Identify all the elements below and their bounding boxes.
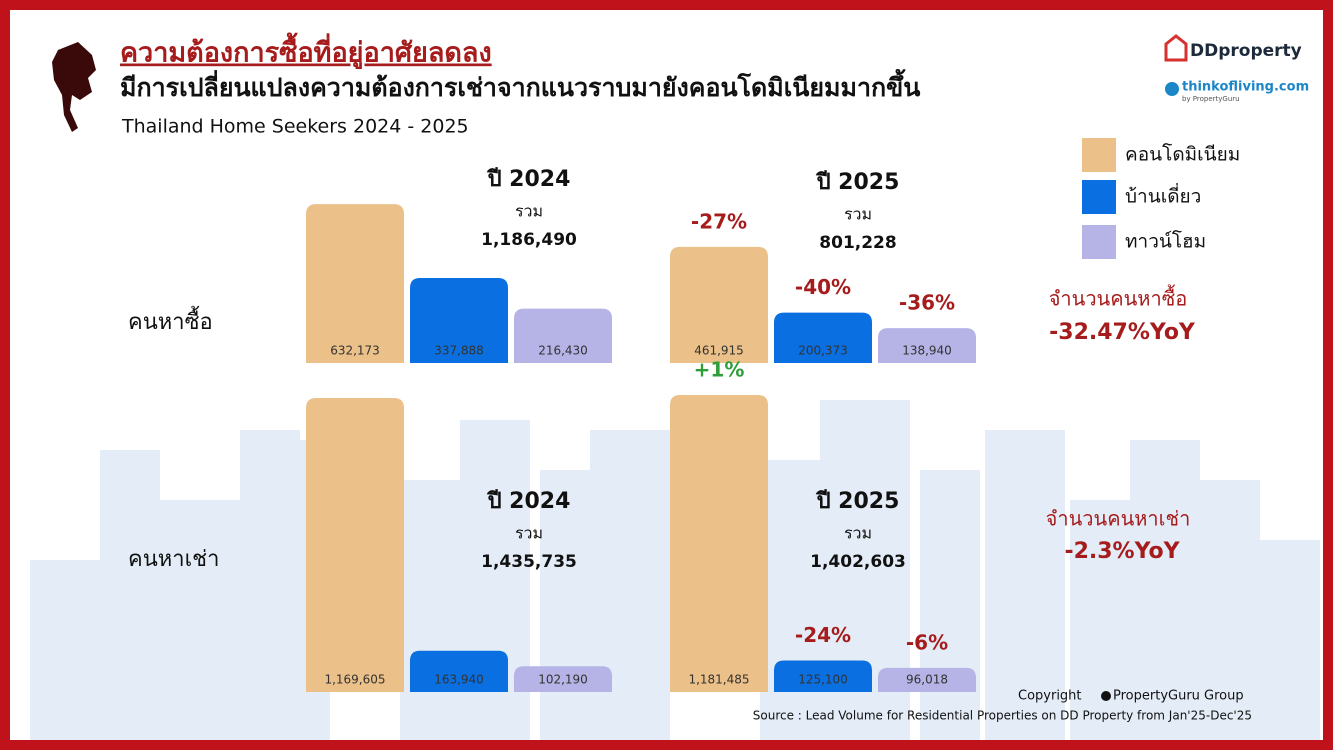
source: Source : Lead Volume for Residential Pro… — [753, 709, 1252, 723]
total-caption: รวม — [844, 524, 872, 543]
row-label: คนหาซื้อ — [128, 306, 213, 335]
bar — [670, 395, 768, 692]
yoy-value: -32.47%YoY — [1049, 320, 1196, 345]
change-label: -6% — [906, 630, 948, 654]
partner-icon — [1165, 82, 1179, 96]
value-label: 163,940 — [434, 673, 484, 687]
yoy-caption: จำนวนคนหาซื้อ — [1049, 285, 1188, 311]
change-label: -40% — [795, 275, 851, 299]
total-value: 1,402,603 — [810, 552, 906, 572]
change-label: -36% — [899, 291, 955, 315]
value-label: 1,169,605 — [324, 673, 385, 687]
change-label: +1% — [694, 358, 745, 382]
change-label: -27% — [691, 209, 747, 233]
legend-swatch — [1082, 225, 1116, 259]
value-label: 138,940 — [902, 344, 952, 358]
bar — [306, 397, 404, 692]
legend-label: บ้านเดี่ยว — [1125, 183, 1201, 208]
value-label: 125,100 — [798, 673, 848, 687]
value-label: 102,190 — [538, 673, 588, 687]
value-label: 96,018 — [906, 673, 948, 687]
total-value: 1,435,735 — [481, 552, 577, 572]
value-label: 461,915 — [694, 344, 744, 358]
legend-label: ทาวน์โฮม — [1125, 230, 1206, 253]
legend-label: คอนโดมิเนียม — [1125, 143, 1240, 166]
change-label: -24% — [795, 623, 851, 647]
bar — [514, 308, 612, 363]
brand-logo: DDproperty — [1190, 41, 1302, 61]
group-title: ปี 2024 — [486, 167, 570, 192]
total-caption: รวม — [844, 205, 872, 224]
total-value: 801,228 — [819, 233, 896, 253]
bar — [774, 660, 872, 692]
bar — [410, 278, 508, 363]
copyright: Copyright — [1018, 689, 1082, 704]
partner-sub: by PropertyGuru — [1182, 95, 1240, 103]
bar — [306, 204, 404, 363]
bar — [514, 666, 612, 692]
owner-icon — [1101, 691, 1111, 701]
yoy-value: -2.3%YoY — [1064, 539, 1180, 564]
value-label: 200,373 — [798, 344, 848, 358]
value-label: 632,173 — [330, 344, 380, 358]
total-caption: รวม — [515, 524, 543, 543]
legend-swatch — [1082, 138, 1116, 172]
bar — [878, 667, 976, 692]
title: ความต้องการซื้อที่อยู่อาศัยลดลง — [120, 32, 492, 70]
caption: Thailand Home Seekers 2024 - 2025 — [121, 116, 469, 138]
brand-icon — [1164, 34, 1188, 62]
yoy-caption: จำนวนคนหาเช่า — [1046, 507, 1191, 531]
value-label: 337,888 — [434, 344, 484, 358]
bar — [878, 328, 976, 363]
owner: PropertyGuru Group — [1113, 689, 1244, 704]
value-label: 216,430 — [538, 344, 588, 358]
group-title: ปี 2025 — [815, 489, 899, 514]
group-title: ปี 2025 — [815, 170, 899, 195]
value-label: 1,181,485 — [688, 673, 749, 687]
bar — [670, 246, 768, 363]
subtitle: มีการเปลี่ยนแปลงความต้องการเช่าจากแนวราบ… — [120, 68, 920, 102]
group-title: ปี 2024 — [486, 489, 570, 514]
partner-logo: thinkofliving.com — [1182, 80, 1309, 95]
total-value: 1,186,490 — [481, 230, 577, 250]
bar — [410, 650, 508, 692]
row-label: คนหาเช่า — [128, 547, 219, 572]
thailand-map — [52, 42, 96, 132]
legend-swatch — [1082, 180, 1116, 214]
total-caption: รวม — [515, 202, 543, 221]
bar — [774, 312, 872, 363]
